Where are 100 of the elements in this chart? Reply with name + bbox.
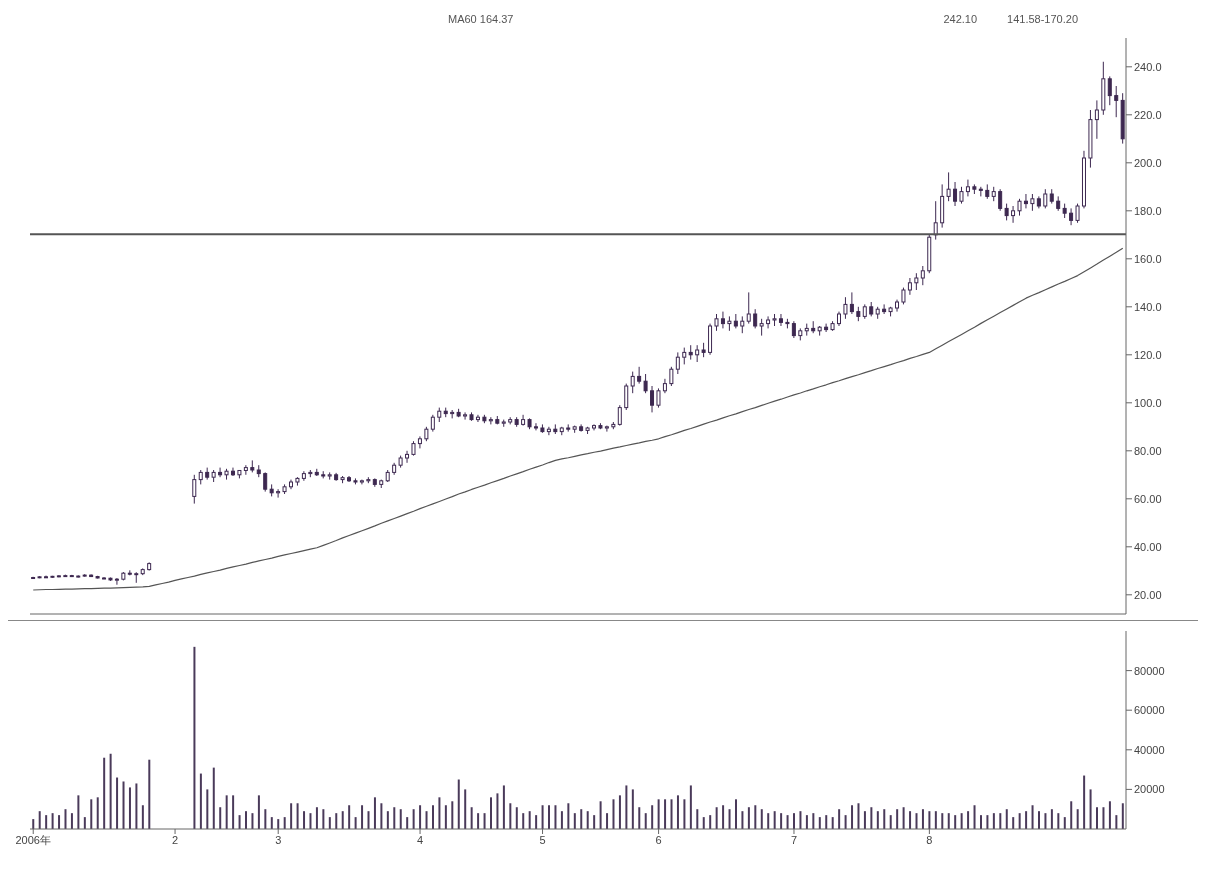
bar (515, 807, 518, 829)
bar (902, 807, 905, 829)
y-tick-label: 20.00 (1134, 588, 1162, 601)
bar (464, 789, 467, 829)
y-tick-label: 60.00 (1134, 492, 1162, 505)
bar (883, 809, 886, 829)
candlestick (604, 425, 609, 433)
bar (490, 797, 492, 829)
bar (921, 809, 924, 829)
bar (438, 797, 441, 829)
y-tick-label: 80.00 (1134, 444, 1162, 457)
bar (483, 813, 486, 829)
bar (696, 809, 699, 829)
bar (477, 813, 480, 829)
bar (451, 801, 454, 829)
bar (773, 811, 776, 829)
bar (573, 813, 576, 829)
candlestick (746, 291, 751, 325)
bar (831, 817, 834, 829)
bar (818, 817, 821, 829)
candlestick (114, 577, 119, 586)
bar (876, 811, 879, 829)
candlestick (669, 366, 674, 387)
bar (915, 813, 918, 829)
bar (1031, 805, 1034, 829)
y-tick-label: 200.0 (1134, 156, 1162, 169)
bar (232, 795, 235, 829)
bar (457, 779, 460, 829)
bar (193, 646, 196, 829)
bar (793, 813, 796, 829)
candlestick (650, 385, 655, 413)
candlestick (230, 467, 235, 477)
y-tick-label: 40.00 (1134, 540, 1162, 553)
bar (219, 807, 222, 829)
bar (406, 817, 409, 829)
bar (64, 809, 67, 829)
x-tick-label: 7 (790, 833, 798, 846)
bar (1102, 807, 1105, 829)
bar (644, 813, 647, 829)
bar (651, 805, 654, 829)
bar (812, 813, 815, 829)
candlestick (720, 311, 725, 329)
bar (554, 805, 557, 829)
bar (141, 805, 144, 829)
bar (277, 819, 280, 829)
bar (1063, 817, 1066, 829)
bar (979, 815, 982, 829)
bar (1108, 801, 1111, 829)
bar (1025, 811, 1028, 829)
bar (38, 811, 41, 829)
bar (373, 797, 376, 829)
candlestick (521, 414, 526, 427)
bar (419, 805, 422, 829)
bar (1057, 813, 1060, 829)
bar (638, 807, 641, 829)
candlestick (753, 308, 758, 329)
candlestick (463, 411, 468, 421)
y-tick-label: 120.0 (1134, 348, 1162, 361)
bar (212, 767, 215, 829)
candlestick (643, 373, 648, 394)
bar (303, 811, 306, 829)
y-tick-label: 140.0 (1134, 300, 1162, 313)
candlestick (965, 179, 970, 197)
x-tick-label: 2 (172, 833, 179, 846)
bar (496, 793, 499, 829)
candlestick (953, 181, 958, 207)
bar (593, 815, 596, 829)
bar (245, 811, 248, 829)
bar (354, 817, 357, 829)
bar (283, 817, 286, 829)
bar (780, 813, 783, 829)
candlestick (882, 303, 887, 315)
bar (32, 819, 35, 829)
bar (341, 811, 344, 829)
bar (386, 811, 389, 829)
bar (522, 813, 525, 829)
bar (238, 815, 241, 829)
bar (851, 805, 854, 829)
bar (51, 813, 54, 829)
bar (999, 813, 1002, 829)
bar (128, 787, 131, 829)
candlestick (998, 188, 1003, 212)
bar (760, 809, 763, 829)
candlestick (617, 404, 622, 427)
candlestick (675, 351, 680, 375)
bar (664, 799, 667, 829)
bar (528, 811, 531, 829)
bar (670, 799, 673, 829)
candlestick (630, 371, 635, 394)
bar (954, 815, 957, 829)
bar (541, 805, 544, 829)
bar (728, 809, 731, 829)
candlestick (849, 291, 854, 315)
x-tick-label: 6 (655, 833, 662, 846)
candlestick (475, 414, 480, 423)
bar (734, 799, 737, 829)
bar (1083, 775, 1086, 829)
bar (947, 813, 950, 829)
bar (431, 805, 434, 829)
bar (535, 815, 538, 829)
